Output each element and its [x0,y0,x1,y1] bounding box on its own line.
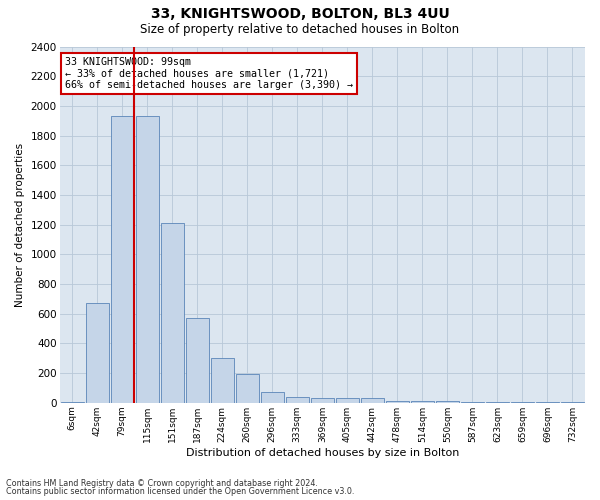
Bar [86,304,109,403]
Bar [361,398,384,403]
Bar [486,402,509,403]
X-axis label: Distribution of detached houses by size in Bolton: Distribution of detached houses by size … [185,448,459,458]
Bar [136,116,158,403]
Bar [61,402,83,403]
Bar [211,358,234,403]
Text: 33, KNIGHTSWOOD, BOLTON, BL3 4UU: 33, KNIGHTSWOOD, BOLTON, BL3 4UU [151,8,449,22]
Bar [161,223,184,403]
Bar [411,402,434,403]
Bar [336,398,359,403]
Bar [311,398,334,403]
Text: 33 KNIGHTSWOOD: 99sqm
← 33% of detached houses are smaller (1,721)
66% of semi-d: 33 KNIGHTSWOOD: 99sqm ← 33% of detached … [65,57,353,90]
Text: Contains HM Land Registry data © Crown copyright and database right 2024.: Contains HM Land Registry data © Crown c… [6,478,318,488]
Bar [185,318,209,403]
Bar [286,397,309,403]
Bar [436,402,459,403]
Bar [386,402,409,403]
Bar [461,402,484,403]
Text: Contains public sector information licensed under the Open Government Licence v3: Contains public sector information licen… [6,487,355,496]
Bar [110,116,134,403]
Y-axis label: Number of detached properties: Number of detached properties [15,142,25,306]
Text: Size of property relative to detached houses in Bolton: Size of property relative to detached ho… [140,22,460,36]
Bar [236,374,259,403]
Bar [261,392,284,403]
